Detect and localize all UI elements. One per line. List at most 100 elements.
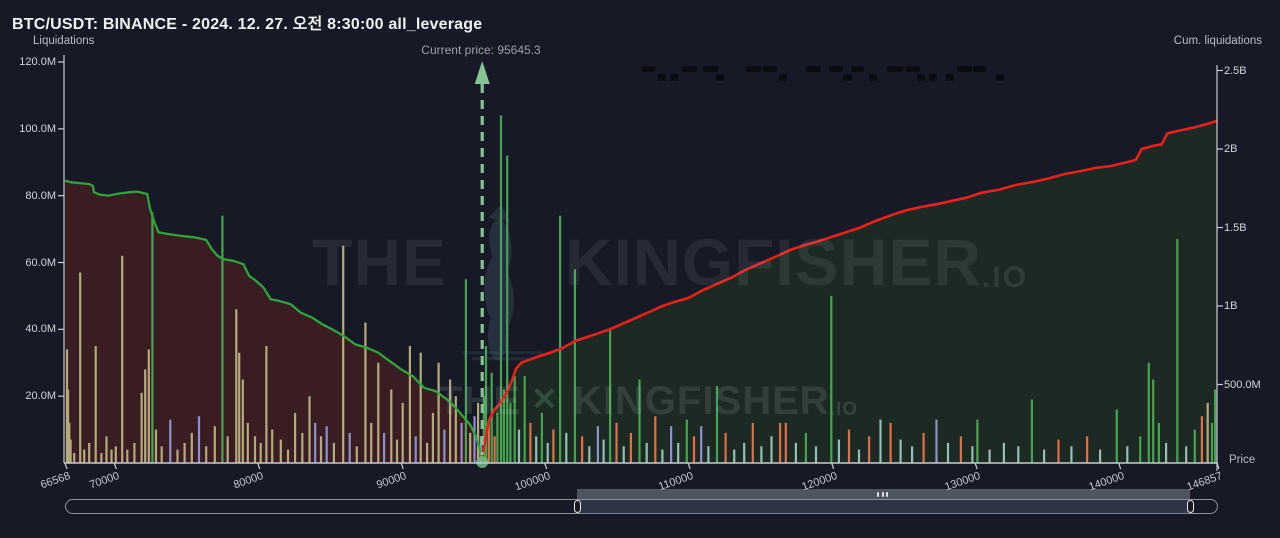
liquidation-bar [1193, 429, 1196, 463]
liquidation-bar [133, 442, 136, 463]
liquidation-bar [513, 376, 516, 463]
liquidation-bar [1152, 379, 1155, 463]
liquidation-bar [401, 402, 404, 463]
liquidation-bar [760, 446, 763, 463]
liquidation-bar [596, 426, 599, 463]
chart-title: BTC/USDT: BINANCE - 2024. 12. 27. 오전 8:3… [12, 16, 483, 33]
liquidation-bar [151, 212, 154, 463]
liquidation-bar [279, 439, 282, 463]
liquidation-bar [68, 422, 71, 463]
liquidation-bar [213, 426, 216, 463]
liquidation-bar [847, 429, 851, 463]
liquidation-bar [205, 446, 208, 463]
liquidation-bar [622, 446, 625, 463]
liquidation-bar [464, 279, 467, 463]
liquidation-bar [286, 449, 290, 463]
liquidation-bar [477, 402, 480, 463]
liquidation-bar [1165, 442, 1168, 463]
liquidation-bar [517, 429, 521, 463]
liquidation-bar [197, 416, 201, 463]
liquidation-bar [147, 349, 150, 463]
liquidation-bar [685, 419, 688, 463]
liquidation-bar [355, 446, 358, 463]
liquidation-bar [253, 436, 257, 463]
liquidation-bar [889, 422, 892, 463]
navigator-selected-range[interactable] [577, 499, 1190, 514]
y-left-tick-label: 60.0M [25, 256, 56, 269]
liquidation-bar [241, 379, 244, 463]
liquidation-bar [1043, 449, 1046, 463]
liquidation-bar [509, 402, 512, 463]
cumulative-short-line [64, 179, 484, 462]
liquidation-bar [460, 422, 463, 463]
liquidation-bar [1057, 439, 1060, 463]
liquidation-bar [221, 215, 224, 463]
liquidation-bar [235, 309, 238, 463]
liquidation-bar [259, 442, 262, 463]
liquidation-bar [540, 412, 543, 463]
left-axis-caption: Liquidations [33, 35, 95, 47]
liquidation-bar [1185, 446, 1188, 463]
liquidation-bar [1200, 416, 1203, 463]
liquidation-bar [804, 432, 807, 463]
y-left-tick-label: 20.0M [25, 390, 56, 403]
liquidation-bar [431, 412, 434, 463]
liquidation-bar [1030, 399, 1033, 463]
navigator-drag-grip[interactable] [877, 492, 888, 497]
liquidation-bar [110, 449, 113, 463]
liquidation-bar [724, 432, 727, 463]
liquidation-bar [140, 392, 143, 463]
liquidation-bar [449, 379, 452, 463]
liquidation-bar [1086, 436, 1089, 463]
liquidation-bar [535, 436, 538, 463]
liquidation-bar [743, 442, 746, 463]
liquidation-bar [79, 272, 82, 463]
liquidation-bar [226, 436, 229, 463]
liquidation-bar [294, 412, 297, 463]
liquidation-bar [615, 422, 618, 463]
liquidation-bar [370, 422, 373, 463]
cumulative-long-line [480, 119, 1218, 461]
liquidation-bar [1139, 436, 1142, 463]
y-left-tick-label: 80.0M [25, 189, 56, 202]
liquidation-bar [645, 442, 648, 463]
navigator-right-handle[interactable] [1187, 500, 1194, 513]
liquidation-bar [857, 449, 861, 463]
liquidation-bar [144, 369, 147, 463]
liquidation-bar [935, 419, 938, 463]
navigator-left-handle[interactable] [574, 500, 581, 513]
liquidation-bar [602, 439, 605, 463]
y-right-tick-label: 1B [1224, 300, 1238, 312]
liquidation-bar [988, 449, 991, 463]
liquidation-bar [638, 379, 641, 463]
liquidation-bar [629, 432, 632, 463]
navigator-selected-cap[interactable] [577, 489, 1190, 500]
liquidation-bar [506, 155, 509, 463]
liquidation-bar [733, 449, 736, 463]
liquidation-bar [1210, 422, 1214, 463]
x-axis-caption: Price [1229, 454, 1256, 466]
liquidation-bar [700, 426, 703, 463]
liquidation-bar [546, 442, 549, 463]
navigator-track[interactable] [65, 499, 1218, 514]
liquidation-bar [794, 442, 797, 463]
liquidation-bar [751, 422, 754, 463]
liquidation-bar [176, 449, 179, 463]
liquidation-bar [565, 432, 568, 463]
liquidation-bar [114, 446, 117, 463]
liquidation-bar [609, 329, 612, 463]
liquidation-bar [121, 255, 124, 463]
liquidation-bar [784, 422, 787, 463]
liquidation-bar [1126, 446, 1129, 463]
liquidation-bar [67, 389, 70, 463]
liquidation-bar [707, 446, 710, 463]
liquidation-bar [88, 442, 91, 463]
liquidation-bar [654, 416, 657, 463]
liquidation-bar [419, 352, 422, 463]
liquidation-bar [946, 442, 950, 463]
liquidation-bar [395, 439, 399, 463]
liquidation-bar [559, 215, 562, 463]
liquidation-bar [523, 376, 526, 463]
